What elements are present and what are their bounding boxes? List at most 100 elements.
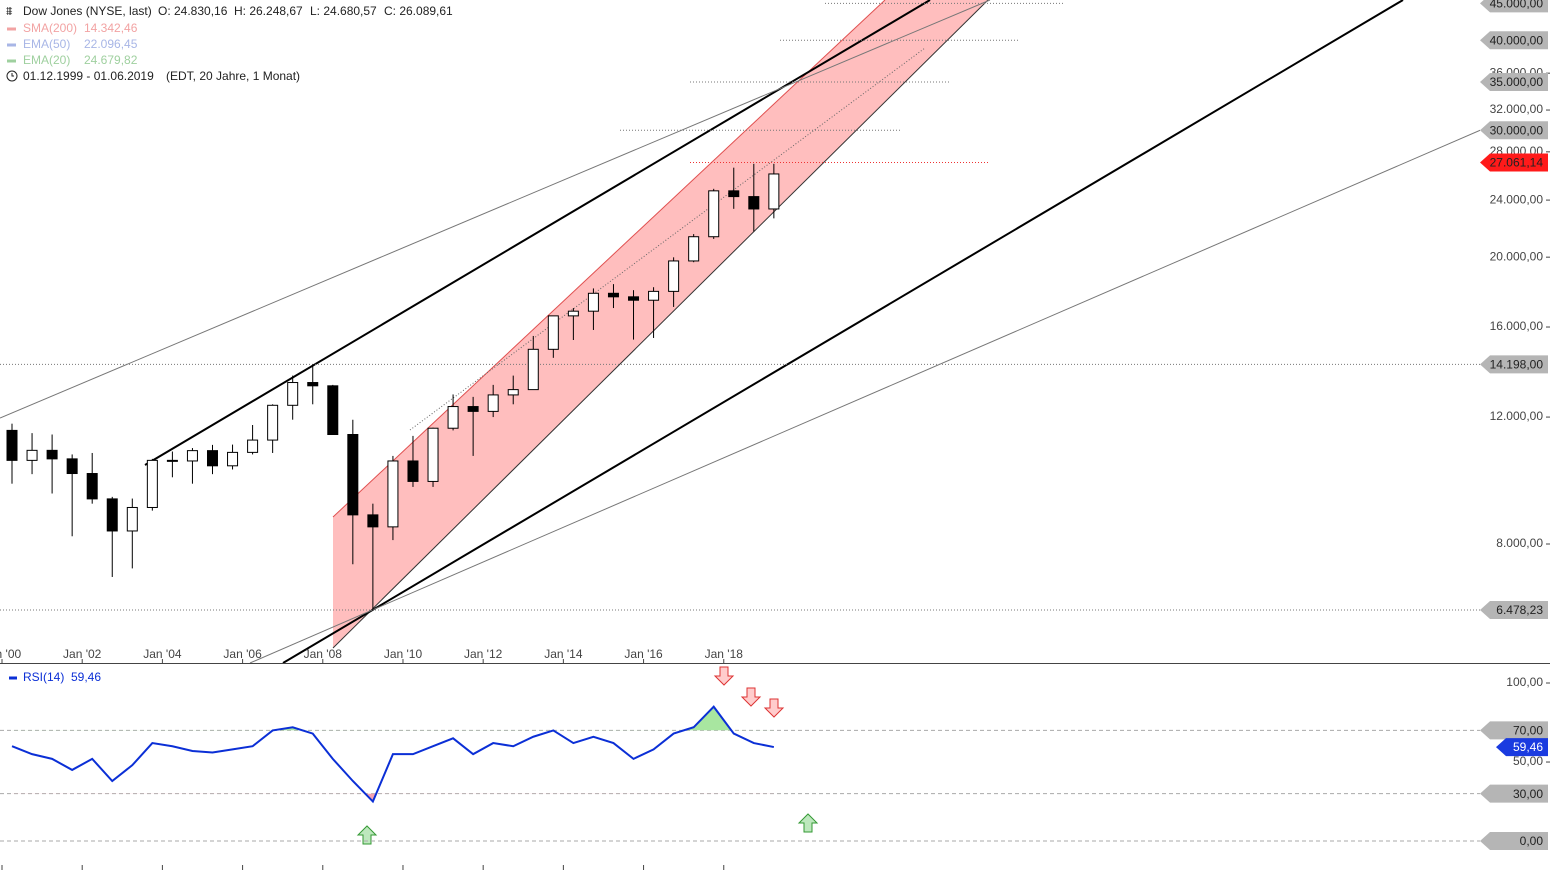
candle-body [768,173,780,210]
candle-body [106,498,118,532]
candle-body [347,434,359,516]
range-info: (EDT, 20 Jahre, 1 Monat) [166,69,300,83]
indicator-value: 22.096,45 [84,37,138,51]
candle-body [527,348,539,391]
candle-body [287,382,299,406]
candle-body [166,459,178,462]
price-box-label: 70,00 [1513,724,1543,738]
price-box [1480,832,1548,851]
candle-body [227,451,239,467]
price-box-label: 35.000,00 [1490,75,1544,89]
candle-body [387,460,399,528]
candle-body [507,389,519,396]
x-tick-label: Jan '16 [624,647,663,661]
chart-title: Dow Jones (NYSE, last) [23,4,152,18]
y-tick-label: 16.000,00 [1490,319,1544,333]
channel-edge [332,0,989,649]
candle-body [748,196,760,210]
rsi-line [11,705,775,804]
x-tick-label: Jan '18 [705,647,744,661]
candle-body [728,190,740,198]
price-box-label: 30.000,00 [1490,123,1544,137]
candle-body [587,292,599,312]
candle-body [66,458,78,475]
y-tick-label: 8.000,00 [1496,536,1543,550]
trend-line [249,129,1480,663]
trend-line [0,0,991,419]
header: ⩩ Dow Jones (NYSE, last) O: 24.830,16 H:… [6,4,453,83]
candle-body [206,450,218,467]
x-tick-label: Jan '14 [544,647,583,661]
candle-body [688,236,700,262]
price-box-label: 45.000,00 [1490,0,1544,10]
candle-body [267,404,279,441]
y-tick-label: 20.000,00 [1490,249,1544,263]
trend-line [282,0,1404,663]
trend-line [144,0,931,466]
clock-icon [11,73,14,77]
candle-body [708,190,720,238]
ohlc: C: 26.089,61 [384,4,453,18]
y-tick-label: 24.000,00 [1490,192,1544,206]
value-box [1496,738,1548,757]
price-box-label: 0,00 [1520,834,1544,848]
price-box [1480,153,1548,172]
y-tick-label: 100,00 [1506,675,1543,689]
x-tick-label: Jan '12 [464,647,503,661]
price-box [1480,0,1548,13]
x-tick-label: Jan '06 [223,647,262,661]
ohlc: L: 24.680,57 [310,4,377,18]
indicator-name: SMA(200) [23,21,77,35]
y-tick-label: 50,00 [1513,754,1543,768]
buy-arrow [356,825,378,845]
sell-arrow [763,698,785,718]
candle-body [407,460,419,482]
candle-body [247,439,259,453]
indicator-value: 14.342,46 [84,21,138,35]
price-box [1480,784,1548,803]
candle-body [427,427,439,482]
icon: ⩩ [6,4,13,18]
x-tick-label: Jan '02 [63,647,102,661]
candle-body [307,382,319,387]
ohlc: O: 24.830,16 [158,4,228,18]
indicator-name: EMA(50) [23,37,70,51]
candle-body [327,385,339,436]
x-tick-label: Jan '08 [304,647,343,661]
legend-value: 59,46 [71,670,101,684]
candle-body [607,292,619,298]
y-tick-label: 12.000,00 [1490,409,1544,423]
candle-body [668,260,680,292]
y-tick-label: 32.000,00 [1490,102,1544,116]
price-box [1480,601,1548,620]
candle-body [567,310,579,317]
candle-body [447,406,459,429]
price-box-label: 30,00 [1513,787,1543,801]
overbought-fill [12,706,774,731]
date-range: 01.12.1999 - 01.06.2019 [23,69,154,83]
price-box-label: 27.061,14 [1490,156,1544,170]
price-box [1480,31,1548,50]
signal-arrows [356,666,819,845]
indicator-name: EMA(20) [23,53,70,67]
ohlc: H: 26.248,67 [234,4,303,18]
channel-mid [409,47,926,431]
clock-icon [6,70,18,82]
candle-body [367,514,379,528]
candle-body [6,429,18,461]
x-tick-label: Jan '04 [143,647,182,661]
candle-body [86,473,98,500]
price-box [1480,72,1548,91]
indicator-value: 24.679,82 [84,53,138,67]
value-box-label: 59,46 [1513,740,1543,754]
candle-body [547,315,559,350]
price-box [1480,355,1548,374]
candle-body [487,394,499,412]
price-box-label: 14.198,00 [1490,358,1544,372]
candle-body [648,290,660,301]
candle-body [186,450,198,462]
price-box-label: 40.000,00 [1490,33,1544,47]
channel-edge [332,0,886,518]
candle-body [126,506,138,532]
